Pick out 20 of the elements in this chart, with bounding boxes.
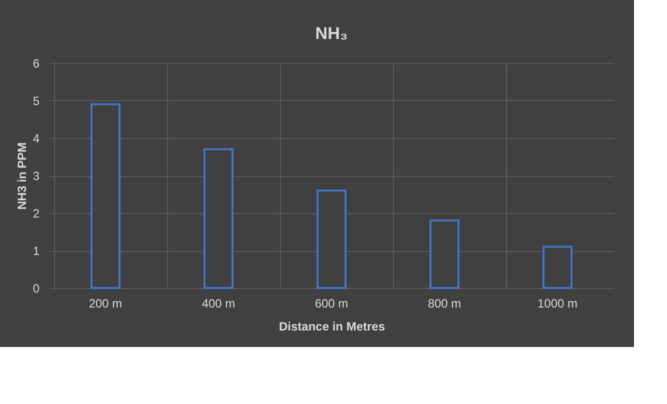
bar — [316, 190, 346, 289]
bar — [90, 103, 120, 289]
x-tick-label: 600 m — [314, 296, 348, 310]
x-tick-label: 1000 m — [537, 296, 578, 310]
x-tick-label: 200 m — [88, 296, 122, 310]
y-tick-label: 6 — [32, 56, 40, 70]
y-tick-label: 5 — [32, 94, 40, 108]
y-tick-label: 4 — [32, 132, 40, 146]
x-tick-label: 800 m — [428, 296, 462, 310]
chart-title: NH₃ — [315, 24, 348, 43]
y-tick-label: 3 — [32, 169, 40, 183]
bar — [204, 148, 234, 289]
x-tick-label: 400 m — [202, 296, 236, 310]
y-axis-title: NH3 in PPM — [14, 142, 29, 210]
y-tick-label: 1 — [32, 244, 40, 258]
bar — [542, 246, 572, 289]
bar — [430, 220, 460, 289]
y-tick-label: 0 — [32, 282, 40, 296]
y-tick-label: 2 — [32, 206, 40, 220]
x-axis-title: Distance in Metres — [278, 320, 386, 334]
